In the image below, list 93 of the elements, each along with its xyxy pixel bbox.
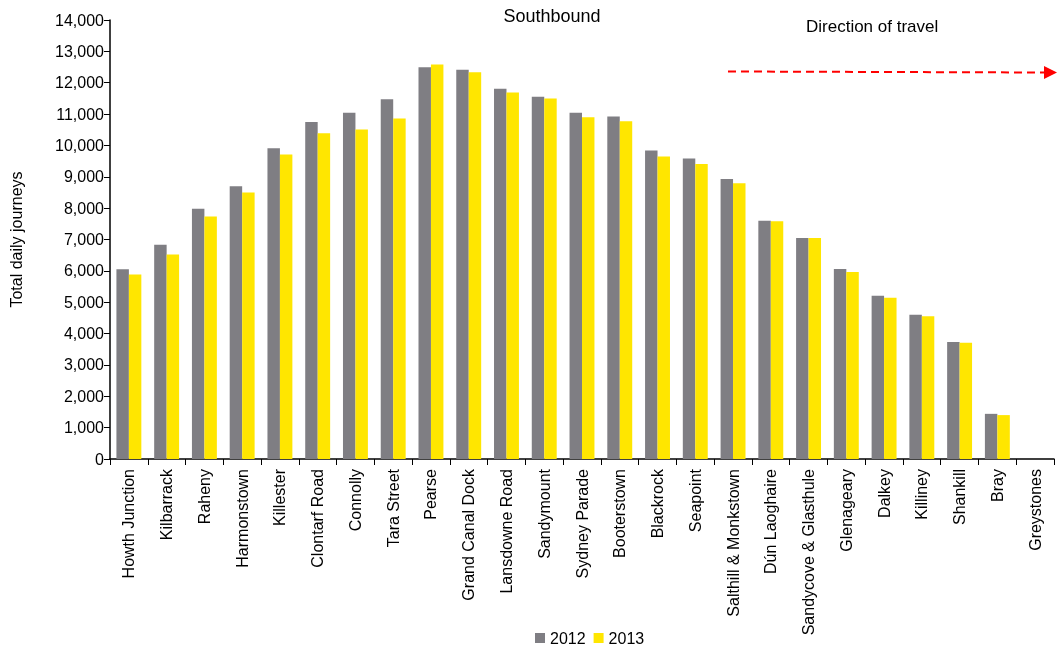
bar [242,192,255,459]
y-tick-label: 5,000 [63,293,105,311]
y-tick-label: 13,000 [55,42,105,60]
bar [984,413,998,459]
bar [393,118,406,459]
bar [380,99,394,459]
bar [833,268,847,459]
x-tick-label: Glenageary [837,469,855,552]
bar [128,274,142,459]
bar [531,96,545,459]
x-tick-label: Dalkey [875,469,893,518]
bar [494,88,507,459]
bar [305,121,318,459]
bar [695,163,708,459]
y-tick-label: 0 [95,450,105,468]
x-tick-label: Sandymount [535,468,553,559]
bar [846,272,859,459]
bar [959,342,973,459]
y-tick-label: 1,000 [63,419,105,437]
y-tick-label: 6,000 [63,262,105,280]
bar [770,221,784,459]
bar [267,148,280,459]
x-tick-label: Dún Laoghaire [762,468,780,574]
y-tick-label: 2,000 [63,387,105,405]
x-tick-label: Harmonstown [233,469,251,568]
x-tick-label: Salthill & Monkstown [724,469,742,617]
x-tick-label: Killiney [913,469,931,520]
bar [342,112,356,459]
bar [430,64,444,459]
x-tick-label: Raheny [195,469,213,525]
bar [154,244,167,459]
bar [796,237,809,459]
x-tick-label: Grand Canal Dock [460,468,478,601]
x-tick-label: Connolly [346,469,364,532]
bar [544,98,557,459]
bar [997,415,1010,459]
bar [229,186,243,459]
bar [418,67,431,459]
y-tick-label: 8,000 [63,199,105,217]
x-tick-label: Howth Junction [120,469,138,579]
x-tick-label: Tara Street [384,468,402,548]
y-tick-label: 14,000 [55,11,105,29]
bar [456,69,469,459]
bar [355,129,368,459]
bar [569,112,582,459]
y-tick-label: 11,000 [56,105,105,123]
bar [582,117,595,459]
bar [468,72,482,459]
bar [116,269,129,459]
bar [506,92,519,459]
x-tick-label: Clontarf Road [309,469,327,568]
y-tick-label: 4,000 [63,325,105,343]
x-tick-label: Sydney Parade [573,468,591,579]
bar [733,183,746,459]
x-tick-label: Booterstown [611,469,629,558]
x-tick-label: Sandycove & Glasthule [800,468,818,636]
bar [909,314,922,459]
y-tick-label: 7,000 [63,231,105,248]
y-tick-label: 9,000 [63,168,105,186]
bar [682,158,696,459]
y-tick-label: 10,000 [55,136,105,154]
bar [657,156,670,459]
x-tick-label: Blackrock [649,468,667,539]
x-tick-label: Kilbarrack [158,468,176,541]
bar [871,295,885,459]
annotation: Direction of travel [806,17,939,36]
bar [720,178,734,459]
y-tick-label: 3,000 [63,356,105,374]
bar [191,208,205,459]
x-tick-label: Pearse [422,468,440,520]
bar [947,342,960,459]
bar [619,121,633,459]
bar [204,216,217,459]
y-axis-title: Total daily journeys [7,171,25,308]
bar [607,116,620,459]
bar [921,316,935,459]
x-tick-label: Bray [988,469,1006,502]
bar [645,150,658,459]
legend-label: 2012 [550,629,586,647]
bar [808,237,822,459]
bar [884,297,897,459]
bar [279,154,293,459]
y-tick-label: 12,000 [55,74,105,92]
bar [758,220,771,459]
legend-label: 2013 [608,629,645,647]
x-tick-label: Killester [271,468,289,526]
bar [317,133,331,459]
x-tick-label: Greystones [1026,469,1044,551]
x-tick-label: Seapoint [686,468,704,533]
bar [166,254,180,459]
x-tick-label: Lansdowne Road [497,469,515,594]
chart-title: Southbound [503,6,601,26]
x-tick-label: Shankill [951,469,969,526]
